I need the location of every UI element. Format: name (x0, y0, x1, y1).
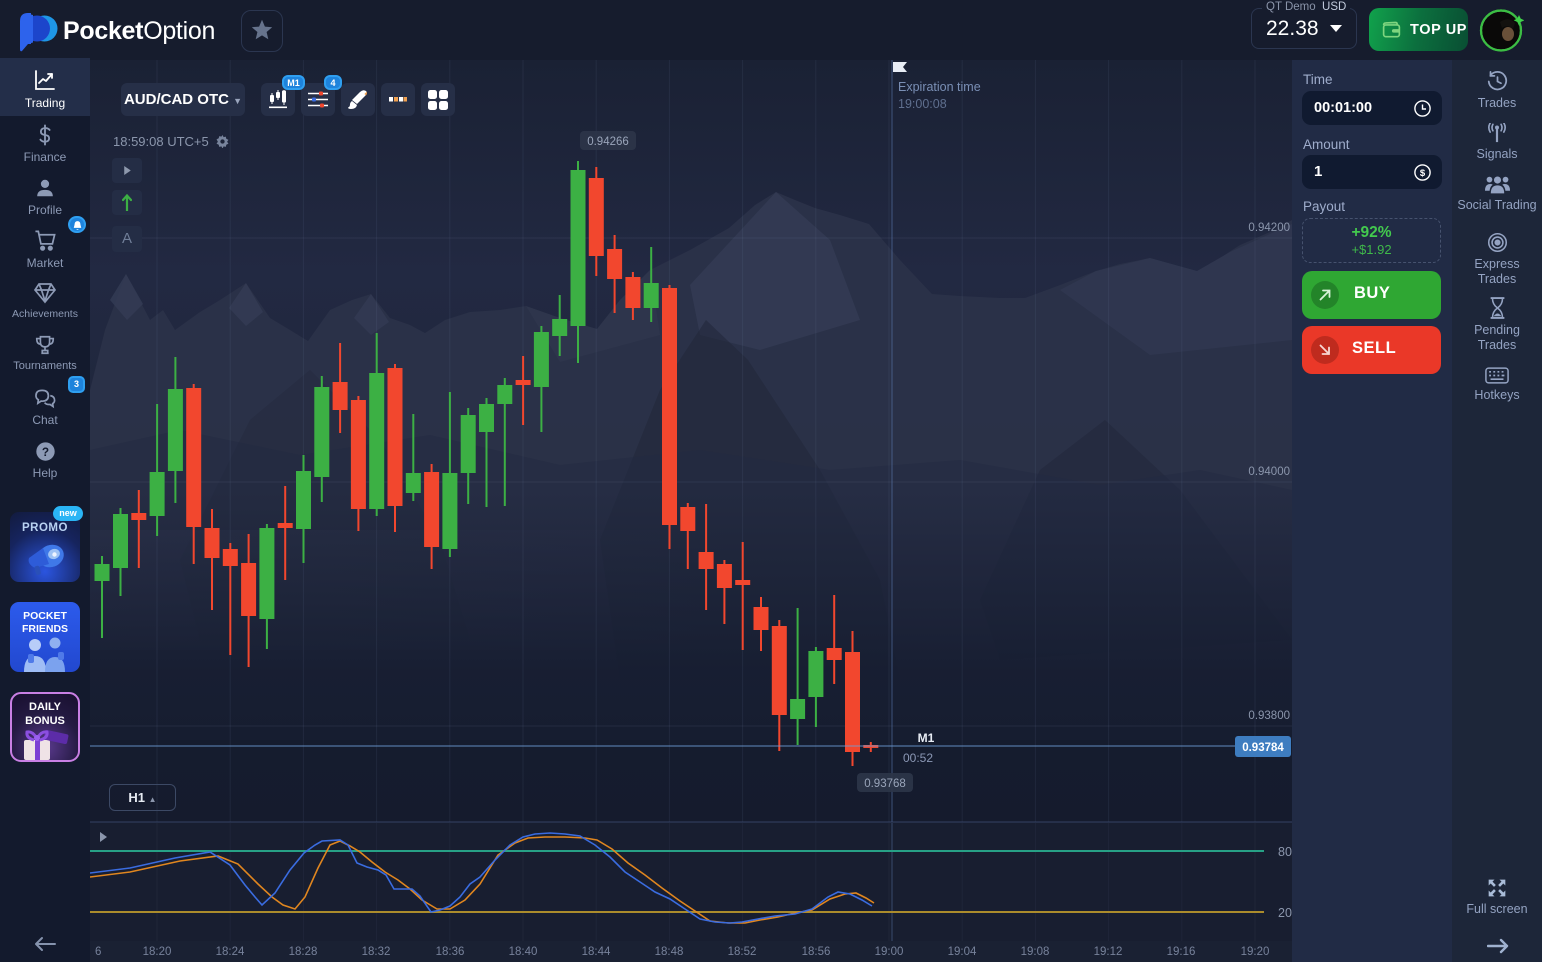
svg-text:M1: M1 (918, 731, 935, 745)
svg-text:0.94266: 0.94266 (587, 136, 629, 148)
svg-text:0.93800: 0.93800 (1248, 710, 1290, 722)
svg-text:19:04: 19:04 (948, 946, 977, 958)
svg-text:19:16: 19:16 (1167, 946, 1196, 958)
svg-text:19:08: 19:08 (1021, 946, 1050, 958)
svg-text:18:24: 18:24 (216, 946, 245, 958)
svg-text:19:00: 19:00 (875, 946, 904, 958)
svg-text:18:48: 18:48 (655, 946, 684, 958)
svg-text:0.93784: 0.93784 (1242, 742, 1284, 754)
svg-text:19:00:08: 19:00:08 (898, 97, 947, 111)
svg-text:18:28: 18:28 (289, 946, 318, 958)
svg-text:00:52: 00:52 (903, 751, 933, 765)
svg-text:Expiration time: Expiration time (898, 80, 981, 94)
svg-text:?: ? (41, 445, 48, 459)
svg-text:0.94200: 0.94200 (1248, 222, 1290, 234)
svg-text:19:12: 19:12 (1094, 946, 1123, 958)
svg-text:18:56: 18:56 (802, 946, 831, 958)
svg-text:$: $ (1420, 168, 1426, 179)
svg-text:18:44: 18:44 (582, 946, 611, 958)
svg-text:18:32: 18:32 (362, 946, 391, 958)
svg-text:18:20: 18:20 (143, 946, 172, 958)
svg-text:80: 80 (1278, 845, 1292, 859)
svg-text:18:52: 18:52 (728, 946, 757, 958)
svg-text:18:36: 18:36 (436, 946, 465, 958)
svg-text:0.94000: 0.94000 (1248, 466, 1290, 478)
svg-text:6: 6 (95, 946, 101, 958)
svg-text:18:40: 18:40 (509, 946, 538, 958)
svg-text:0.93768: 0.93768 (864, 778, 906, 790)
svg-text:19:20: 19:20 (1241, 946, 1270, 958)
svg-text:20: 20 (1278, 906, 1292, 920)
